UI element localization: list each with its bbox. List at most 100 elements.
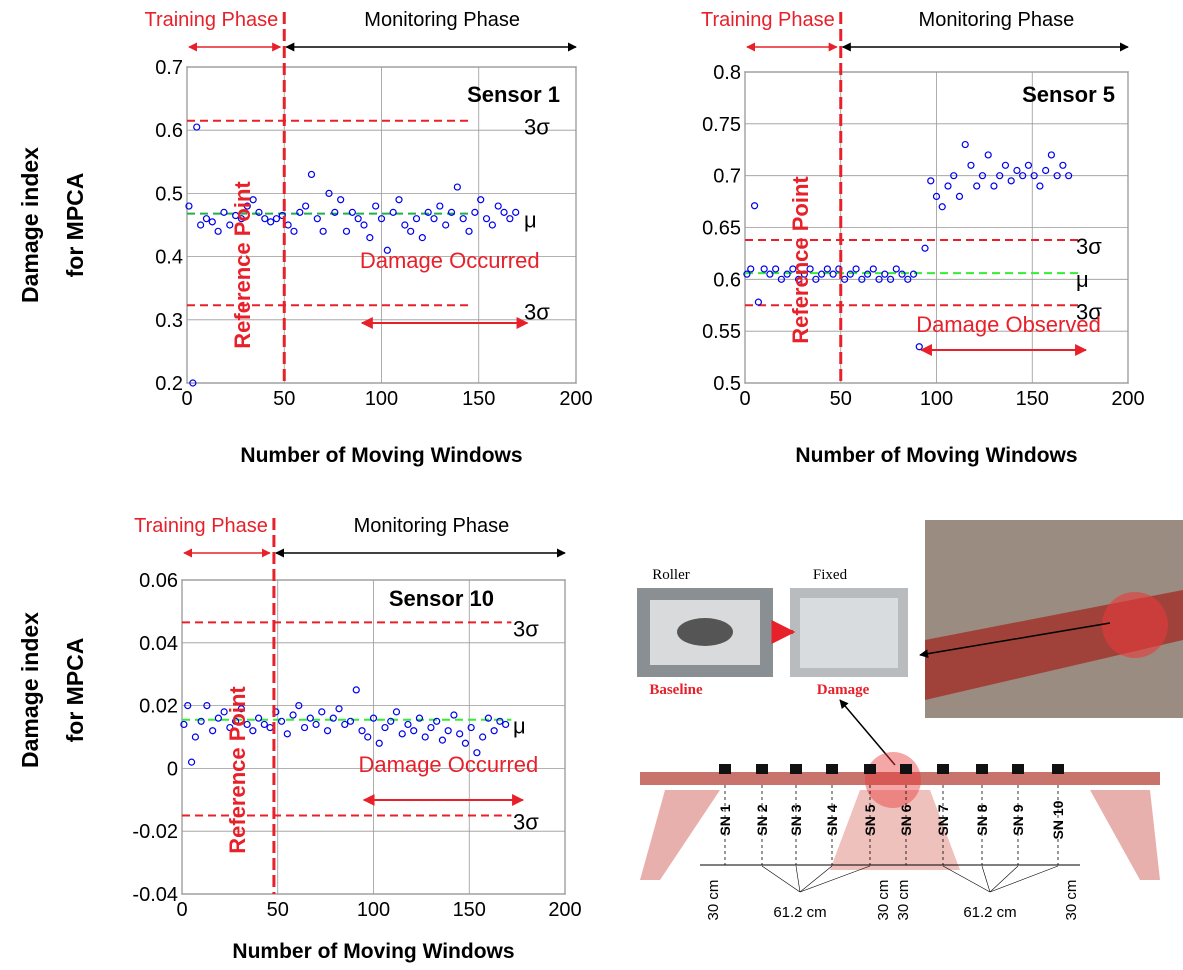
data-point	[383, 246, 391, 254]
highlight-circle	[1102, 592, 1168, 658]
spacing-label: 61.2 cm	[963, 904, 1016, 921]
sensor-label: SN 8	[974, 804, 990, 835]
y-tick-label: 0.5	[155, 183, 183, 205]
reference-label: Reference Point	[788, 176, 813, 344]
y-axis-label: Damage index	[17, 612, 43, 768]
data-point	[209, 727, 217, 735]
data-point	[1047, 151, 1056, 159]
threshold-label: 3σ	[513, 810, 539, 835]
x-tick-label: 100	[365, 388, 398, 410]
data-point	[456, 730, 464, 738]
phase-label: Training Phase	[134, 515, 268, 537]
data-point	[800, 270, 808, 278]
data-point	[881, 270, 889, 278]
y-axis-label: for MPCA	[62, 173, 88, 278]
data-point	[846, 270, 854, 278]
data-point	[395, 196, 403, 204]
data-point	[1036, 182, 1044, 190]
data-point	[852, 265, 860, 273]
sensor	[790, 764, 802, 774]
data-point	[306, 714, 314, 722]
data-point	[812, 275, 820, 283]
data-point	[1019, 172, 1027, 180]
sensor-label: SN 7	[935, 804, 951, 835]
data-point	[180, 720, 188, 729]
data-point	[898, 270, 906, 278]
data-point	[789, 265, 797, 273]
roller-photo-detail	[677, 618, 733, 646]
sensor	[719, 764, 731, 774]
x-axis-label: Number of Moving Windows	[240, 444, 522, 467]
data-point	[1001, 161, 1010, 169]
data-point	[932, 192, 941, 200]
sensor	[864, 764, 876, 774]
data-point	[990, 182, 998, 190]
data-point	[921, 244, 929, 252]
data-point	[484, 714, 492, 722]
data-point	[354, 215, 362, 223]
data-point	[909, 270, 918, 278]
data-point	[1065, 172, 1073, 180]
data-point	[984, 151, 992, 159]
data-point	[442, 221, 450, 229]
data-point	[193, 123, 201, 131]
data-point	[203, 701, 211, 710]
data-point	[335, 705, 343, 713]
data-point	[783, 270, 791, 278]
spacing-label: 30 cm	[875, 880, 892, 921]
diagram: Roller Fixed Baseline Damage 30 cm 61.2 …	[637, 520, 1183, 921]
data-point	[267, 218, 275, 226]
y-tick-label: -0.02	[132, 821, 178, 843]
x-tick-label: 150	[453, 899, 486, 921]
data-point	[488, 221, 496, 229]
y-tick-label: 0.8	[713, 62, 741, 84]
data-point	[237, 705, 245, 713]
data-point	[829, 270, 837, 278]
data-point	[915, 343, 923, 351]
data-point	[863, 270, 872, 278]
y-tick-label: 0.55	[702, 321, 741, 343]
data-point	[260, 720, 268, 729]
data-point	[806, 265, 814, 273]
y-axis-label: Damage index	[17, 147, 43, 303]
data-point	[237, 215, 246, 223]
x-tick-label: 100	[357, 899, 390, 921]
data-point	[243, 720, 251, 729]
data-point	[302, 202, 310, 210]
sensor	[826, 764, 838, 774]
data-point	[346, 717, 355, 725]
sensor	[1052, 764, 1064, 774]
data-point	[358, 727, 366, 735]
sensor	[976, 764, 988, 774]
data-point	[892, 265, 900, 273]
data-point	[272, 215, 281, 223]
data-point	[444, 727, 452, 735]
data-point	[377, 215, 386, 223]
data-point	[418, 234, 426, 242]
data-point	[398, 730, 406, 738]
data-point	[185, 202, 193, 210]
damage-label: Damage Observed	[916, 312, 1101, 337]
data-point	[295, 701, 303, 710]
photo-label: Roller	[652, 567, 690, 583]
data-point	[760, 265, 768, 273]
data-point	[967, 161, 975, 169]
data-point	[496, 717, 504, 725]
threshold-label: 3σ	[524, 299, 550, 324]
data-point	[938, 203, 946, 211]
data-point	[886, 275, 895, 283]
data-point	[387, 717, 395, 725]
data-point	[1059, 161, 1067, 169]
data-point	[777, 275, 785, 283]
threshold-label: μ	[1076, 267, 1089, 292]
sensor-label: SN 9	[1010, 804, 1026, 835]
data-point	[459, 215, 467, 223]
y-tick-label: 0.06	[139, 570, 178, 592]
data-point	[342, 227, 351, 235]
data-point	[927, 177, 935, 185]
data-point	[313, 215, 321, 223]
data-point	[447, 208, 456, 216]
chart-title: Sensor 10	[389, 586, 494, 611]
data-point	[430, 215, 438, 223]
